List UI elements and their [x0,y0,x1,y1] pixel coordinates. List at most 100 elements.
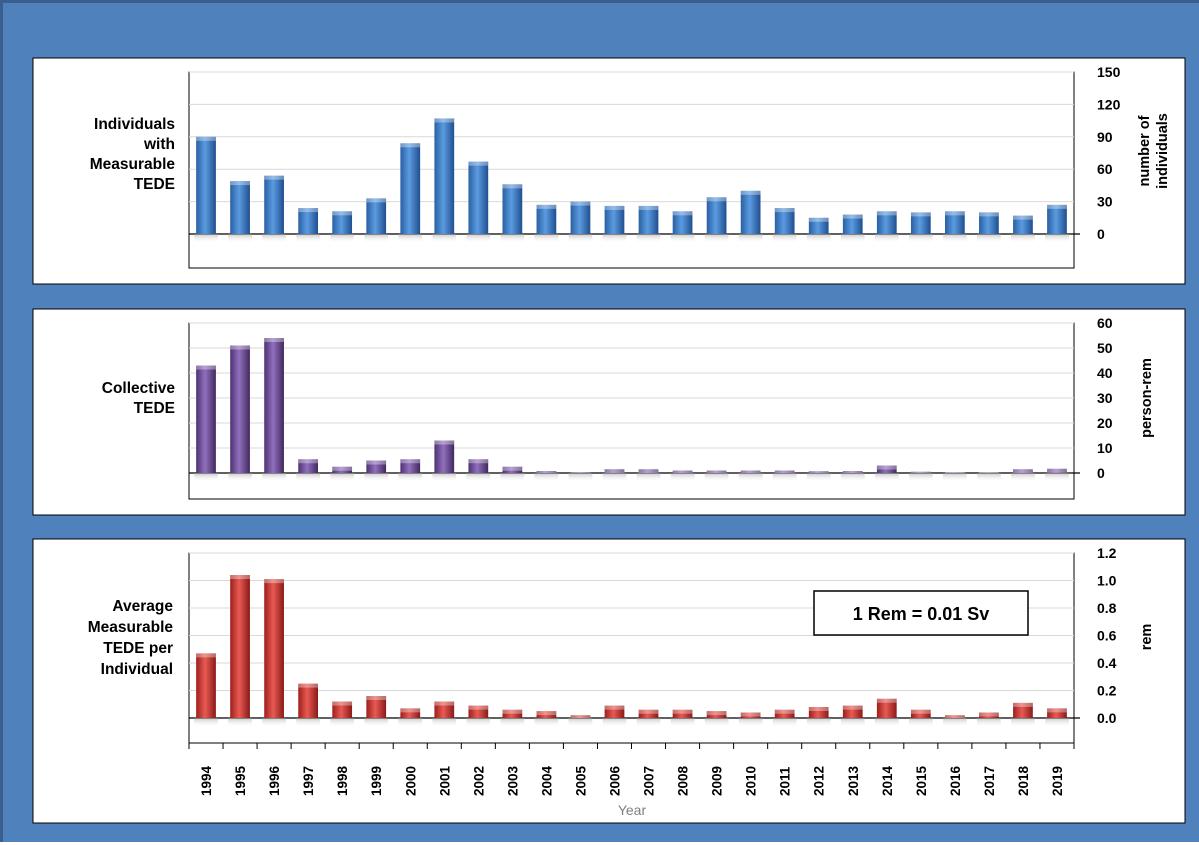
bar-shadow [738,718,763,727]
bar-shadow [432,473,457,482]
x-tick-label: 2018 [1016,765,1031,796]
bar-individuals-2008 [672,211,693,234]
bar-shadow [874,718,899,727]
bar-top-highlight [468,459,489,464]
panel-label-collective-line2: TEDE [134,400,175,417]
bar-individuals-2003 [502,184,523,234]
x-tick-label: 2003 [505,765,520,796]
bar-top-highlight [1047,468,1067,473]
bar-average-2002 [468,705,489,718]
bar-shadow [840,473,865,482]
bar-shadow [364,473,389,482]
bars-collective [194,338,1069,482]
x-tick-label: 2011 [778,766,793,796]
bar-collective-2003 [502,466,523,473]
panel-label-average-line2: Measurable [88,619,174,636]
bar-shadow [772,718,797,727]
bar-individuals-1994 [196,136,216,234]
bar-top-highlight [570,472,591,473]
bar-top-highlight [774,470,795,473]
x-tick-label: 2015 [914,765,929,796]
bar-shadow [738,473,763,482]
x-tick-label: 2016 [948,765,963,796]
x-tick-label: 1994 [199,765,214,796]
bar-individuals-1995 [230,181,250,234]
x-tick-label: 2008 [676,765,691,796]
x-tick-label: 1998 [335,765,350,796]
bar-shadow [330,718,355,727]
bar-top-highlight [1047,204,1067,209]
bar-collective-1996 [264,338,284,473]
bar-average-2016 [944,715,965,718]
bar-average-2007 [638,709,659,718]
y-tick-label: 20 [1097,415,1113,431]
bar-top-highlight [264,338,284,342]
bar-shadow [942,234,967,243]
x-tick-label: 2019 [1050,766,1065,796]
bar-top-highlight [910,709,931,714]
bar-shadow [1045,234,1069,243]
x-tick-label: 2000 [403,766,418,796]
bar-shadow [568,718,593,727]
bar-average-2012 [808,707,829,718]
y-axis-label-individuals-line2: individuals [1155,113,1171,189]
bar-top-highlight [400,459,421,464]
bar-shadow [942,473,967,482]
bar-top-highlight [502,466,523,471]
bar-top-highlight [910,471,931,473]
bar-collective-2012 [808,471,829,473]
bar-top-highlight [570,715,591,718]
y-tick-label: 90 [1097,129,1113,145]
panel-average: Average Measurable TEDE per Individual r… [32,538,1186,824]
x-ticks-years: 1994 1995 1996 1997 1998 1999 2000 2001 2002 2003… [188,743,1075,796]
bar-top-highlight [672,709,693,714]
charts-canvas: Individuals with Measurable TEDE number … [32,57,1186,824]
bar-collective-2004 [536,471,557,473]
bar-individuals-2016 [944,211,965,234]
bar-shadow [772,234,797,243]
bar-top-highlight [979,712,999,717]
bar-top-highlight [740,470,761,473]
bar-average-1995 [230,575,250,718]
bar-collective-1994 [196,365,216,473]
bar-shadow [908,718,933,727]
y-tick-label: 30 [1097,390,1113,406]
bar-individuals-2017 [979,212,999,234]
bar-top-highlight [196,136,216,141]
bar-shadow [262,718,286,727]
bar-shadow [1011,473,1035,482]
bar-average-2004 [536,711,557,718]
bar-average-1996 [264,579,284,718]
bar-top-highlight [434,701,455,706]
bar-average-2018 [1013,702,1033,718]
bar-collective-2006 [604,469,625,473]
bar-shadow [194,473,218,482]
y-tick-label: 0 [1097,226,1105,242]
y-axis-label-individuals-line1: number of [1137,115,1153,186]
bar-individuals-2011 [774,208,795,234]
y-tick-label: 30 [1097,194,1113,210]
x-tick-label: 1999 [369,766,384,796]
bar-top-highlight [1047,708,1067,713]
bar-collective-1995 [230,345,250,473]
bar-shadow [398,473,423,482]
bar-shadow [977,473,1001,482]
bar-top-highlight [1013,702,1033,707]
bar-collective-2011 [774,470,795,473]
panel-label-collective-line1: Collective [102,380,176,397]
panel-label-individuals-line3: Measurable [90,156,176,173]
bar-collective-1998 [332,466,353,473]
bar-top-highlight [332,466,353,471]
bar-individuals-2005 [570,201,591,234]
bar-individuals-2004 [536,204,557,234]
x-tick-label: 1997 [301,766,316,796]
bar-shadow [602,718,627,727]
bar-top-highlight [1013,215,1033,220]
x-tick-label: 1995 [233,765,248,796]
bar-shadow [228,234,252,243]
bar-top-highlight [604,205,625,210]
bar-shadow [1045,718,1069,727]
bar-shadow [228,473,252,482]
y-axis-label-average: rem [1139,624,1155,651]
bar-shadow [704,234,729,243]
